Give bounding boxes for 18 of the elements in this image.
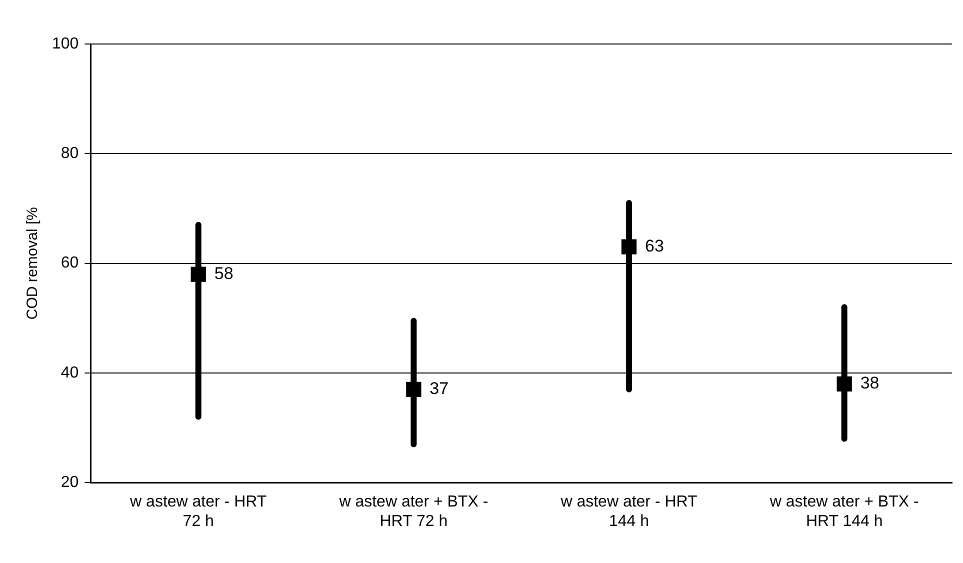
data-label: 38 xyxy=(860,374,880,393)
y-axis-title: COD removal [% xyxy=(24,207,42,320)
point xyxy=(836,376,852,392)
y-tick-label: 40 xyxy=(60,364,79,382)
data-label: 58 xyxy=(214,264,234,283)
data-label: 63 xyxy=(645,236,664,256)
x-tick-label: w astew ater + BTX - HRT 72 h xyxy=(338,494,488,530)
x-tick-label: w astew ater - HRT 72 h xyxy=(129,494,267,530)
y-tick-label: 60 xyxy=(60,254,79,272)
x-tick-label: w astew ater - HRT 144 h xyxy=(560,494,698,530)
x-tick-label: w astew ater + BTX - HRT 144 h xyxy=(768,494,919,530)
point xyxy=(190,266,206,282)
point xyxy=(621,239,637,254)
point xyxy=(406,382,422,397)
y-tick-label: 80 xyxy=(60,145,79,162)
data-label: 37 xyxy=(430,379,449,398)
y-tick-label: 20 xyxy=(60,474,79,492)
y-tick-label: 100 xyxy=(52,35,79,52)
